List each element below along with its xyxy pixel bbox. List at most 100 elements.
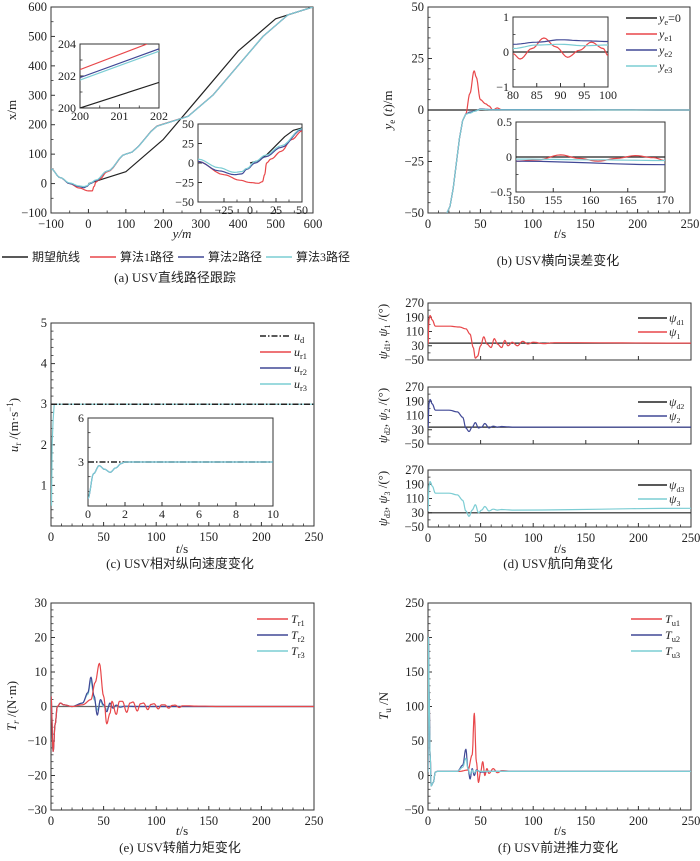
- x-tick-label: 200: [628, 217, 647, 231]
- legend-label: ye2: [658, 43, 672, 59]
- x-tick-label: 600: [304, 217, 323, 231]
- legend-label: ur2: [294, 361, 307, 377]
- y-tick-label: 250: [405, 596, 424, 610]
- y-tick-label: 30: [412, 506, 425, 520]
- x-tick-label: 250: [305, 530, 324, 544]
- x-tick-label: 50: [474, 531, 487, 545]
- panel-f-ylabel: Tu /N: [376, 691, 393, 720]
- legend-label: Tr2: [291, 628, 305, 644]
- panel-a-inset2-series: [198, 130, 302, 184]
- legend-label: ye=0: [658, 11, 681, 27]
- x-tick-label: 400: [229, 217, 248, 231]
- legend-label: ψ1: [669, 325, 680, 341]
- panel-d-xlabel: t/s: [554, 541, 566, 556]
- panel-a-legend: 期望航线 算法1路径 算法2路径 算法3路径: [2, 249, 350, 264]
- x-tick-label: 50: [97, 814, 110, 828]
- y-tick-label: −25: [404, 155, 424, 169]
- x-tick-label: 150: [576, 531, 595, 545]
- x-tick-label: 200: [629, 814, 648, 828]
- panel-a-ylabel: x/m: [4, 100, 19, 120]
- y-tick-label: 270: [405, 380, 424, 394]
- y-tick-label: 500: [28, 29, 47, 43]
- panel-d-ylabel: ψd3, ψ3 /(°): [375, 471, 392, 526]
- y-tick-label: −50: [404, 206, 424, 220]
- panel-b-caption: (b) USV横向误差变化: [497, 253, 619, 268]
- legend-label: ψ2: [669, 409, 680, 425]
- x-tick-label: 200: [629, 531, 648, 545]
- panel-b-inset2-series: [516, 154, 665, 162]
- panel-f-caption: (f) USV前进推力变化: [498, 840, 618, 855]
- series-Tu3: [428, 636, 691, 787]
- y-tick-label: 202: [58, 69, 76, 83]
- y-tick-label: 25: [412, 52, 425, 66]
- x-tick-label: 200: [252, 814, 271, 828]
- y-tick-label: 0.5: [497, 115, 512, 129]
- x-tick-label: 80: [507, 88, 519, 102]
- y-tick-label: 100: [28, 147, 47, 161]
- y-tick-label: −1: [496, 80, 509, 94]
- y-tick-label: −50: [175, 195, 194, 209]
- y-tick-label: 150: [405, 665, 424, 679]
- x-tick-label: 202: [150, 109, 168, 123]
- panel-d-ylabel: ψd1, ψ1 /(°): [375, 304, 392, 359]
- x-tick-label: 0: [48, 530, 54, 544]
- legend-label: Tr1: [291, 612, 305, 628]
- x-tick-label: 250: [682, 814, 700, 828]
- y-tick-label: −50: [404, 353, 424, 367]
- panel-e-axes: 0 50 100 150 200 250 −30 −20 −10 0 10 20 30 Tr /(N·m)…: [4, 596, 323, 838]
- series-psi: [428, 398, 691, 433]
- panel-a-caption: (a) USV直线路径跟踪: [114, 270, 236, 285]
- legend-label: ψd2: [669, 395, 684, 411]
- panel-a-inset1-series: [80, 44, 148, 71]
- series-psi: [428, 481, 691, 517]
- x-tick-label: 250: [681, 217, 700, 231]
- y-tick-label: 20: [35, 631, 48, 645]
- y-tick-label: 0: [503, 45, 509, 59]
- legend-label: ur3: [294, 377, 307, 393]
- panel-a-xlabel: y/m: [171, 226, 192, 241]
- y-tick-label: 10: [35, 665, 48, 679]
- y-tick-label: 200: [28, 118, 47, 132]
- legend-label: ψd1: [669, 311, 684, 327]
- x-tick-label: 100: [147, 530, 166, 544]
- legend-label: Tu3: [665, 644, 680, 660]
- x-tick-label: 500: [266, 217, 285, 231]
- x-tick-label: 201: [111, 109, 129, 123]
- x-tick-label: 200: [71, 109, 89, 123]
- panel-c-caption: (c) USV相对纵向速度变化: [106, 556, 254, 571]
- panel-a-inset1-series: [80, 81, 159, 108]
- y-tick-label: −50: [404, 803, 424, 817]
- y-tick-label: 270: [405, 463, 424, 477]
- x-tick-label: 0: [425, 531, 431, 545]
- panel-b-ylabel: ye (t)/m: [380, 90, 397, 131]
- panel-a-series: [51, 7, 313, 188]
- legend-label: ψ3: [669, 492, 680, 508]
- x-tick-label: 100: [524, 531, 543, 545]
- y-tick-label: 50: [412, 734, 425, 748]
- legend-label: 算法3路径: [296, 249, 350, 264]
- x-tick-label: 200: [252, 530, 271, 544]
- y-tick-label: 200: [405, 631, 424, 645]
- panel-c-inset-series: [88, 461, 273, 499]
- x-tick-label: 50: [296, 203, 308, 217]
- legend-label: Tu1: [665, 612, 680, 628]
- panel-c-ylabel: ur /(m·s−1): [5, 398, 23, 452]
- y-tick-label: −20: [27, 769, 47, 783]
- series-Tr2: [51, 676, 314, 753]
- legend-label: 算法2路径: [208, 249, 262, 264]
- x-tick-label: 0: [85, 217, 91, 231]
- y-tick-label: 190: [405, 310, 424, 324]
- panel-b-inset2-series: [516, 158, 665, 162]
- panel-d-ylabel: ψd2, ψ2 /(°): [375, 388, 392, 443]
- y-tick-label: 204: [58, 37, 76, 51]
- y-tick-label: 2: [41, 438, 47, 452]
- x-tick-label: 100: [116, 217, 135, 231]
- x-tick-label: 50: [474, 814, 487, 828]
- panel-a-inset2-series: [198, 128, 302, 176]
